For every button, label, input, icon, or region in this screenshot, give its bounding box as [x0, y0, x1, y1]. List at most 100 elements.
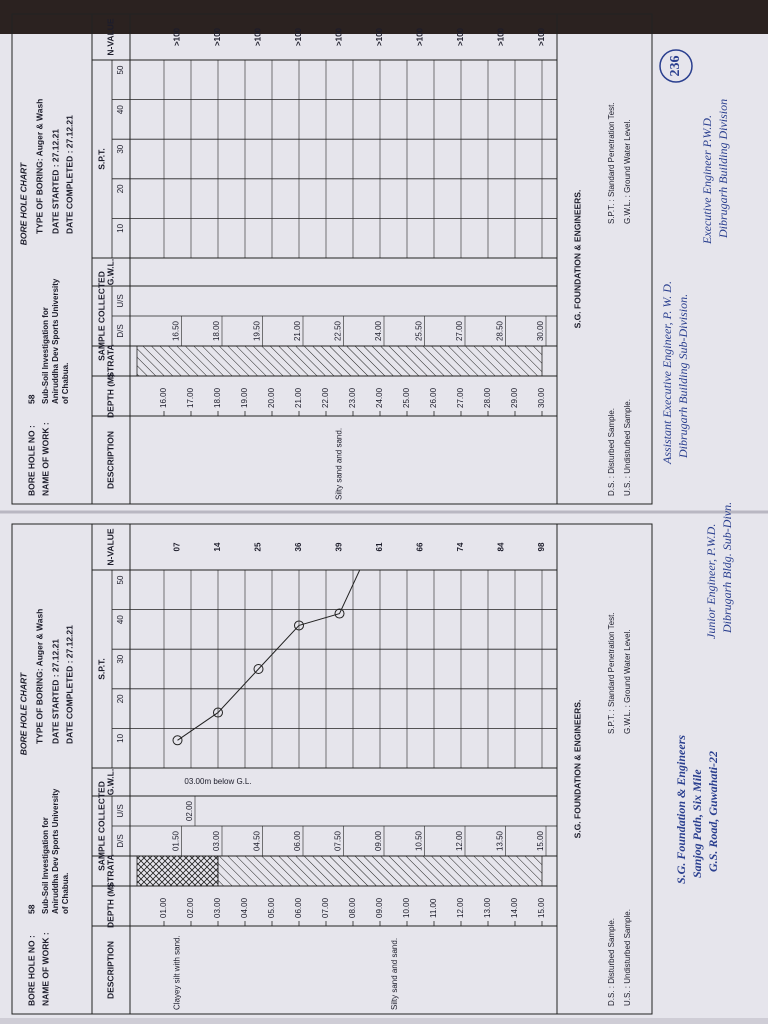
spt-tick-label: 50: [116, 65, 125, 74]
legend-entry: U.S. : Undisturbed Sample.: [623, 399, 632, 496]
name-of-work: Sub-Soil Investigation for: [41, 307, 50, 404]
column-header: S.P.T.: [96, 148, 106, 170]
legend-entry: S.P.T. : Standard Penetration Test.: [607, 102, 616, 224]
n-value: >100: [497, 27, 506, 46]
spt-point: [213, 707, 223, 718]
type-of-boring: TYPE OF BORING: Auger & Wash: [34, 99, 44, 234]
n-value: >100: [213, 27, 222, 46]
n-value: >100: [294, 27, 303, 46]
depth-label: 18.00: [213, 387, 222, 408]
legend-entry: G.W.L. : Ground Water Level.: [623, 629, 632, 734]
name-of-work-label: NAME OF WORK :: [40, 422, 50, 496]
spt-curve: [177, 570, 543, 741]
signature-line: Executive Engineer P.W.D.: [700, 115, 714, 245]
legend-entry: D.S. : Disturbed Sample.: [607, 918, 616, 1006]
depth-label: 05.00: [267, 897, 276, 918]
column-header: DESCRIPTION: [105, 431, 115, 489]
column-header: STRATA: [105, 344, 115, 377]
sample-depth: 03.00: [212, 830, 221, 851]
n-value: >100: [254, 27, 263, 46]
stratum-description: Silty sand and sand.: [390, 938, 399, 1010]
stratum: [136, 855, 219, 887]
sample-depth: 30.00: [536, 320, 545, 341]
stratum-description: Silty sand and sand.: [335, 428, 344, 500]
legend-entry: D.S. : Disturbed Sample.: [607, 408, 616, 496]
signature-line: Junior Engineer, P.W.D.: [704, 524, 718, 639]
bore-hole-no-label: BORE HOLE NO :: [26, 935, 36, 1006]
name-of-work: Aniruddha Dev Sports University: [51, 278, 60, 404]
sample-depth: 10.50: [415, 830, 424, 851]
n-value: >100: [173, 27, 182, 46]
n-value: >100: [537, 27, 546, 46]
depth-label: 10.00: [402, 897, 411, 918]
sample-depth: 27.00: [455, 320, 464, 341]
depth-label: 11.00: [429, 898, 438, 918]
signature-line: Assistant Executive Engineer, P. W. D.: [660, 281, 674, 465]
signature-line: Dibrugarh Building Sub-Division.: [676, 294, 690, 459]
signature-line: Dibrugarh Bldg. Sub-Divn.: [720, 502, 734, 634]
name-of-work: Aniruddha Dev Sports University: [51, 788, 60, 914]
company-name: S.G. FOUNDATION & ENGINEERS.: [572, 190, 582, 329]
signature-line: Sanjog Path, Six Mile: [690, 769, 704, 878]
n-value: 25: [254, 542, 263, 551]
page-number: 236: [668, 56, 683, 77]
depth-label: 21.00: [294, 387, 303, 408]
n-value: >100: [375, 27, 384, 46]
depth-label: 25.00: [402, 387, 411, 408]
column-header: DESCRIPTION: [105, 941, 115, 999]
date-completed: DATE COMPLETED : 27.12.21: [64, 115, 74, 234]
bore-hole-no: 58: [26, 394, 36, 404]
column-header: SAMPLE COLLECTED: [96, 781, 106, 871]
date-started: DATE STARTED : 27.12.21: [50, 129, 60, 234]
depth-label: 06.00: [294, 897, 303, 918]
n-value: >100: [456, 27, 465, 46]
depth-label: 07.00: [321, 897, 330, 918]
column-header: DEPTH (M): [105, 374, 115, 418]
sample-depth: 19.50: [253, 320, 262, 341]
company-name: S.G. FOUNDATION & ENGINEERS.: [572, 700, 582, 839]
table-border: [91, 523, 558, 1015]
sample-depth: 16.50: [172, 320, 181, 341]
n-value: >100: [416, 27, 425, 46]
signature-line: S.G. Foundation & Engineers: [674, 735, 688, 884]
bore-hole-sheet: BORE HOLE NO : 58 NAME OF WORK : Sub-Soil I…: [11, 13, 653, 505]
depth-label: 24.00: [375, 387, 384, 408]
n-value: 39: [335, 542, 344, 551]
depth-label: 23.00: [348, 387, 357, 408]
gwl-label: 03.00m below G.L.: [184, 777, 251, 786]
paper-edge: [0, 1018, 768, 1024]
bore-hole-no: 58: [26, 904, 36, 914]
bore-hole-no-label: BORE HOLE NO :: [26, 425, 36, 496]
spt-point: [253, 664, 264, 674]
sample-depth: 12.00: [455, 830, 464, 851]
name-of-work: of Chabua.: [61, 363, 70, 404]
sample-depth: 28.50: [496, 320, 505, 341]
depth-label: 29.00: [510, 387, 519, 408]
spt-tick-label: 50: [116, 575, 125, 584]
column-header: SAMPLE COLLECTED: [96, 271, 106, 361]
stratum: [136, 345, 543, 377]
column-header: G.W.L.: [105, 259, 115, 285]
date-started: DATE STARTED : 27.12.21: [50, 639, 60, 744]
spt-tick-label: 20: [116, 694, 125, 703]
n-value: >100: [335, 27, 344, 46]
spt-tick-label: 20: [116, 184, 125, 193]
n-value: 36: [294, 542, 303, 551]
bore-hole-sheet: BORE HOLE NO : 58 NAME OF WORK : Sub-Soil I…: [11, 523, 653, 1015]
sample-depth: 04.50: [253, 830, 262, 851]
n-value: 61: [375, 542, 384, 551]
signature-line: G.S. Road, Guwahati-22: [706, 751, 720, 872]
column-header: DEPTH (M): [105, 884, 115, 928]
sample-depth: 22.50: [334, 320, 343, 341]
legend-entry: U.S. : Undisturbed Sample.: [623, 909, 632, 1006]
legend-entry: S.P.T. : Standard Penetration Test.: [607, 612, 616, 734]
name-of-work-label: NAME OF WORK :: [40, 932, 50, 1006]
sample-depth: 07.50: [334, 830, 343, 851]
depth-label: 19.00: [240, 387, 249, 408]
depth-label: 28.00: [483, 387, 492, 408]
spt-tick-label: 10: [116, 733, 125, 742]
depth-label: 17.00: [186, 387, 195, 408]
spt-point: [172, 735, 183, 746]
